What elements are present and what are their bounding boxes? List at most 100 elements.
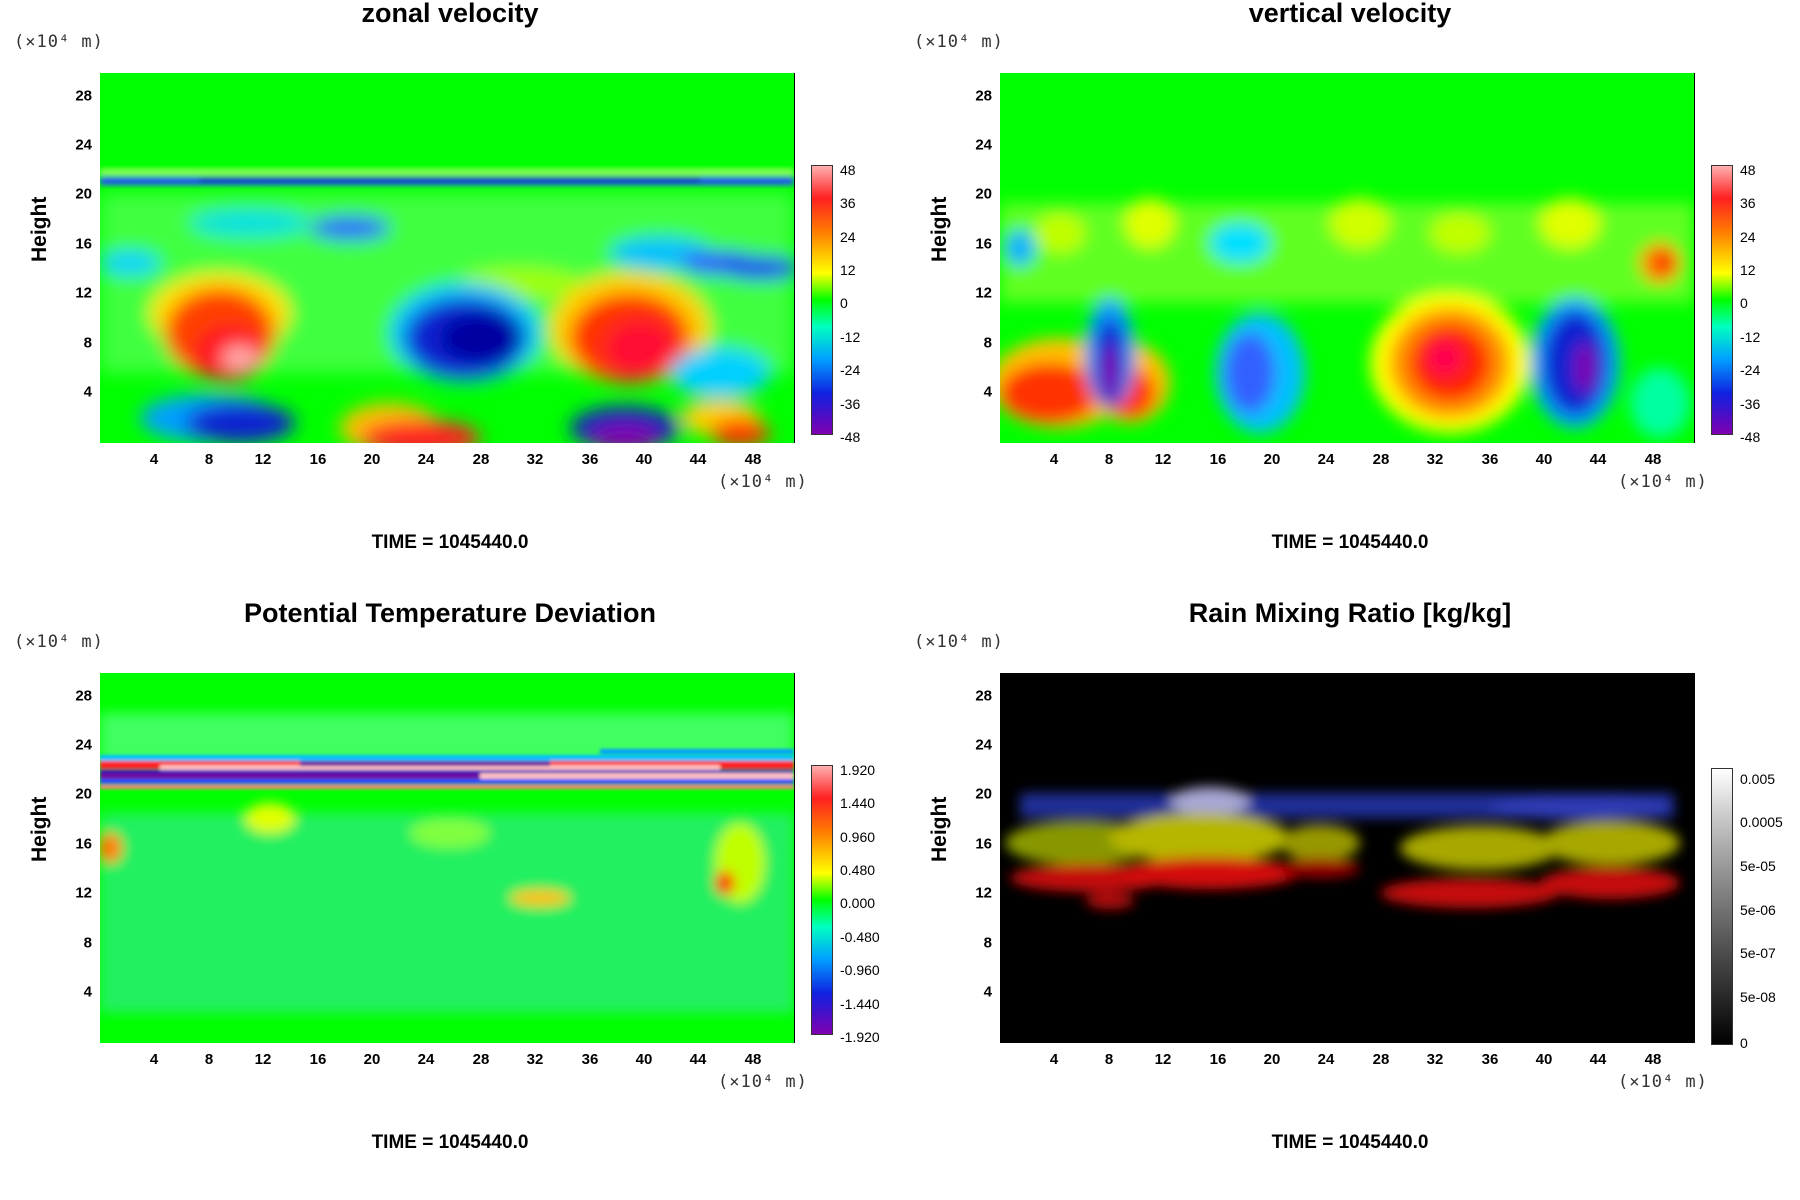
heatmap-field <box>100 73 794 443</box>
x-ticks: 4 8 12 16 20 24 28 32 36 40 44 48 <box>1000 1051 1694 1071</box>
y-ticks: 4 8 12 16 20 24 28 <box>40 673 92 1043</box>
y-unit-label: (×10⁴ m) <box>14 632 104 652</box>
x-unit-label: (×10⁴ m) <box>1618 1072 1708 1092</box>
x-tick-label: 8 <box>204 451 214 468</box>
y-tick-label: 12 <box>75 284 92 302</box>
y-tick-label: 28 <box>975 687 992 705</box>
colorbar-label: 0.480 <box>840 862 876 878</box>
colorbar-label: 24 <box>1740 229 1756 245</box>
x-tick-label: 20 <box>363 451 381 468</box>
x-tick-label: 8 <box>1104 1051 1114 1068</box>
time-label: TIME = 1045440.0 <box>1271 532 1429 553</box>
x-tick-label: 28 <box>472 451 490 468</box>
x-tick-label: 32 <box>526 1051 544 1068</box>
x-tick-label: 4 <box>1049 451 1059 468</box>
y-ticks: 4 8 12 16 20 24 28 <box>940 73 992 443</box>
y-tick-label: 28 <box>75 87 92 105</box>
x-tick-label: 20 <box>1263 1051 1281 1068</box>
panel-vertical-velocity: vertical velocity (×10⁴ m) Height <box>900 0 1800 600</box>
x-tick-label: 12 <box>1154 451 1172 468</box>
colorbar-label: -0.480 <box>840 929 880 945</box>
y-tick-label: 12 <box>75 884 92 902</box>
colorbar-label: 0.000 <box>840 895 876 911</box>
x-tick-label: 24 <box>417 451 435 468</box>
colorbar-label: 0 <box>840 295 848 311</box>
colorbar-label: 24 <box>840 229 856 245</box>
y-tick-label: 16 <box>975 235 992 253</box>
x-tick-label: 16 <box>1209 451 1227 468</box>
x-tick-label: 44 <box>689 1051 707 1068</box>
y-tick-label: 8 <box>83 334 92 352</box>
colorbar-label: 5e-05 <box>1740 858 1776 874</box>
y-tick-label: 24 <box>975 136 992 154</box>
x-tick-label: 24 <box>1317 451 1335 468</box>
x-tick-label: 16 <box>309 451 327 468</box>
colorbar-label: 36 <box>840 195 856 211</box>
y-tick-label: 4 <box>983 983 992 1001</box>
x-tick-label: 40 <box>635 1051 653 1068</box>
y-ticks: 4 8 12 16 20 24 28 <box>940 673 992 1043</box>
y-tick-label: 8 <box>83 934 92 952</box>
x-ticks: 4 8 12 16 20 24 28 32 36 40 44 48 <box>100 451 794 471</box>
colorbar-label: 1.920 <box>840 762 876 778</box>
y-tick-label: 16 <box>975 835 992 853</box>
x-tick-label: 40 <box>1535 1051 1553 1068</box>
colorbar-label: 12 <box>1740 262 1756 278</box>
colorbar-label: 5e-06 <box>1740 902 1776 918</box>
chart-title: Potential Temperature Deviation <box>243 598 657 628</box>
colorbar-label: 36 <box>1740 195 1756 211</box>
x-unit-label: (×10⁴ m) <box>718 472 808 492</box>
colorbar-label: -36 <box>1740 396 1761 412</box>
y-tick-label: 12 <box>975 284 992 302</box>
colorbar-label: 12 <box>840 262 856 278</box>
plot-area <box>1000 73 1695 443</box>
x-tick-label: 4 <box>1049 1051 1059 1068</box>
x-tick-label: 48 <box>744 1051 762 1068</box>
x-tick-label: 20 <box>363 1051 381 1068</box>
y-tick-label: 16 <box>75 235 92 253</box>
x-tick-label: 24 <box>1317 1051 1335 1068</box>
time-label: TIME = 1045440.0 <box>1271 1132 1429 1153</box>
y-tick-label: 4 <box>83 383 92 401</box>
y-ticks: 4 8 12 16 20 24 28 <box>40 73 92 443</box>
y-tick-label: 12 <box>975 884 992 902</box>
heatmap-field <box>100 673 794 1043</box>
y-tick-label: 20 <box>75 785 92 803</box>
x-tick-label: 12 <box>1154 1051 1172 1068</box>
x-tick-label: 16 <box>309 1051 327 1068</box>
colorbar <box>1711 768 1733 1045</box>
x-ticks: 4 8 12 16 20 24 28 32 36 40 44 48 <box>100 1051 794 1071</box>
colorbar-label: -48 <box>1740 429 1761 445</box>
x-tick-label: 24 <box>417 1051 435 1068</box>
y-tick-label: 24 <box>75 136 92 154</box>
colorbar-label: 48 <box>840 162 856 178</box>
plot-area <box>1000 673 1695 1043</box>
colorbar-label: 0.960 <box>840 829 876 845</box>
x-tick-label: 32 <box>1426 451 1444 468</box>
x-tick-label: 8 <box>1104 451 1114 468</box>
x-tick-label: 36 <box>581 451 599 468</box>
panel-rain-mixing-ratio: Rain Mixing Ratio [kg/kg] (×10⁴ m) Heigh… <box>900 598 1800 1200</box>
colorbar-label: -12 <box>1740 329 1761 345</box>
colorbar-label: -1.920 <box>840 1029 880 1045</box>
x-tick-label: 36 <box>581 1051 599 1068</box>
x-ticks: 4 8 12 16 20 24 28 32 36 40 44 48 <box>1000 451 1694 471</box>
colorbar-label: 1.440 <box>840 795 876 811</box>
x-tick-label: 12 <box>254 1051 272 1068</box>
y-tick-label: 20 <box>975 785 992 803</box>
colorbar-label: -0.960 <box>840 962 880 978</box>
y-unit-label: (×10⁴ m) <box>914 632 1004 652</box>
time-label: TIME = 1045440.0 <box>371 532 529 553</box>
x-tick-label: 48 <box>1644 451 1662 468</box>
colorbar-label: 0 <box>1740 1035 1748 1051</box>
y-unit-label: (×10⁴ m) <box>14 32 104 52</box>
colorbar-label: -24 <box>1740 362 1761 378</box>
time-label: TIME = 1045440.0 <box>371 1132 529 1153</box>
plot-area <box>100 673 795 1043</box>
x-tick-label: 12 <box>254 451 272 468</box>
x-tick-label: 44 <box>689 451 707 468</box>
colorbar <box>811 765 833 1035</box>
colorbar-label: -12 <box>840 329 861 345</box>
x-tick-label: 4 <box>149 1051 159 1068</box>
x-tick-label: 40 <box>1535 451 1553 468</box>
